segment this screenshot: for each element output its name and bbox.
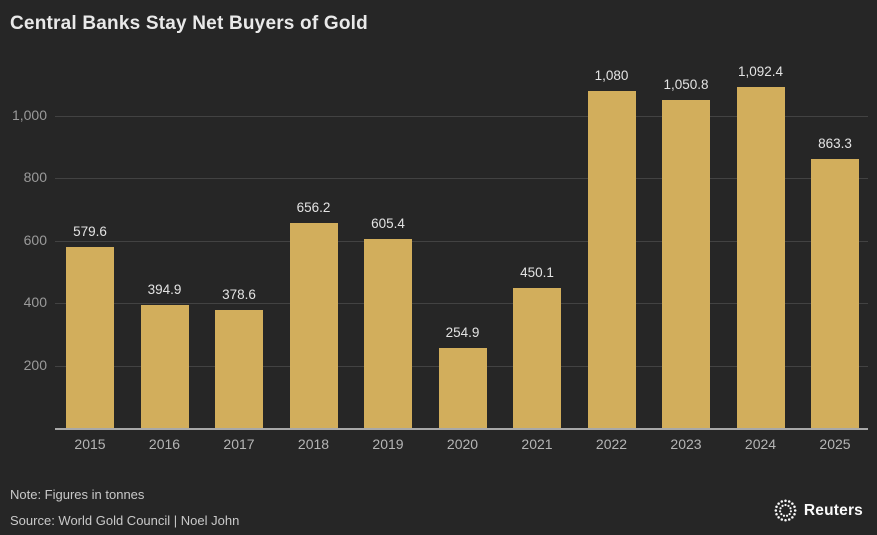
value-label-2020: 254.9 xyxy=(445,325,480,341)
ytick-400: 400 xyxy=(23,294,47,311)
bar-2024 xyxy=(736,87,785,428)
bar-2015 xyxy=(66,247,114,428)
bar-2018 xyxy=(289,223,338,428)
gridline-800 xyxy=(55,178,868,180)
ytick-800: 800 xyxy=(23,169,47,186)
bar-2025 xyxy=(811,158,859,428)
xtick-2022: 2022 xyxy=(595,436,628,452)
xtick-2018: 2018 xyxy=(297,436,330,452)
bar-2021 xyxy=(513,287,561,428)
bar-2023 xyxy=(662,100,710,428)
gridline-600 xyxy=(55,240,868,242)
ytick-1000: 1,000 xyxy=(11,107,47,123)
xtick-2017: 2017 xyxy=(223,436,255,452)
bar-2020 xyxy=(438,348,487,428)
value-label-2023: 1,050.8 xyxy=(663,77,709,93)
ytick-600: 600 xyxy=(23,231,47,248)
value-label-2015: 579.6 xyxy=(73,224,107,240)
gridline-400 xyxy=(55,303,868,305)
gridline-1000 xyxy=(55,116,868,117)
value-label-2018: 656.2 xyxy=(296,200,331,216)
bar-2016 xyxy=(140,304,189,428)
chart-source: Source: World Gold Council | Noel John xyxy=(10,513,240,528)
value-label-2021: 450.1 xyxy=(520,264,554,280)
value-label-2016: 394.9 xyxy=(147,281,182,297)
reuters-logo: Reuters xyxy=(772,497,863,524)
xtick-2015: 2015 xyxy=(74,436,106,452)
value-label-2019: 605.4 xyxy=(371,216,405,232)
value-label-2022: 1,080 xyxy=(594,68,629,84)
value-label-2024: 1,092.4 xyxy=(737,64,784,80)
reuters-logo-icon xyxy=(774,499,797,522)
xtick-2016: 2016 xyxy=(148,436,181,452)
xtick-2024: 2024 xyxy=(744,436,777,452)
value-label-2017: 378.6 xyxy=(222,286,256,302)
ytick-200: 200 xyxy=(23,356,47,373)
bar-2019 xyxy=(364,239,412,428)
x-axis-line xyxy=(55,428,868,430)
reuters-wordmark: Reuters xyxy=(803,501,863,519)
bar-2022 xyxy=(587,91,636,428)
value-label-2025: 863.3 xyxy=(818,135,852,151)
xtick-2025: 2025 xyxy=(819,436,851,452)
xtick-2023: 2023 xyxy=(670,436,702,452)
chart-title: Central Banks Stay Net Buyers of Gold xyxy=(10,13,368,34)
xtick-2020: 2020 xyxy=(446,436,479,452)
xtick-2021: 2021 xyxy=(521,436,553,452)
xtick-2019: 2019 xyxy=(372,436,404,452)
bar-2017 xyxy=(215,309,263,428)
chart-note: Note: Figures in tonnes xyxy=(10,487,145,502)
